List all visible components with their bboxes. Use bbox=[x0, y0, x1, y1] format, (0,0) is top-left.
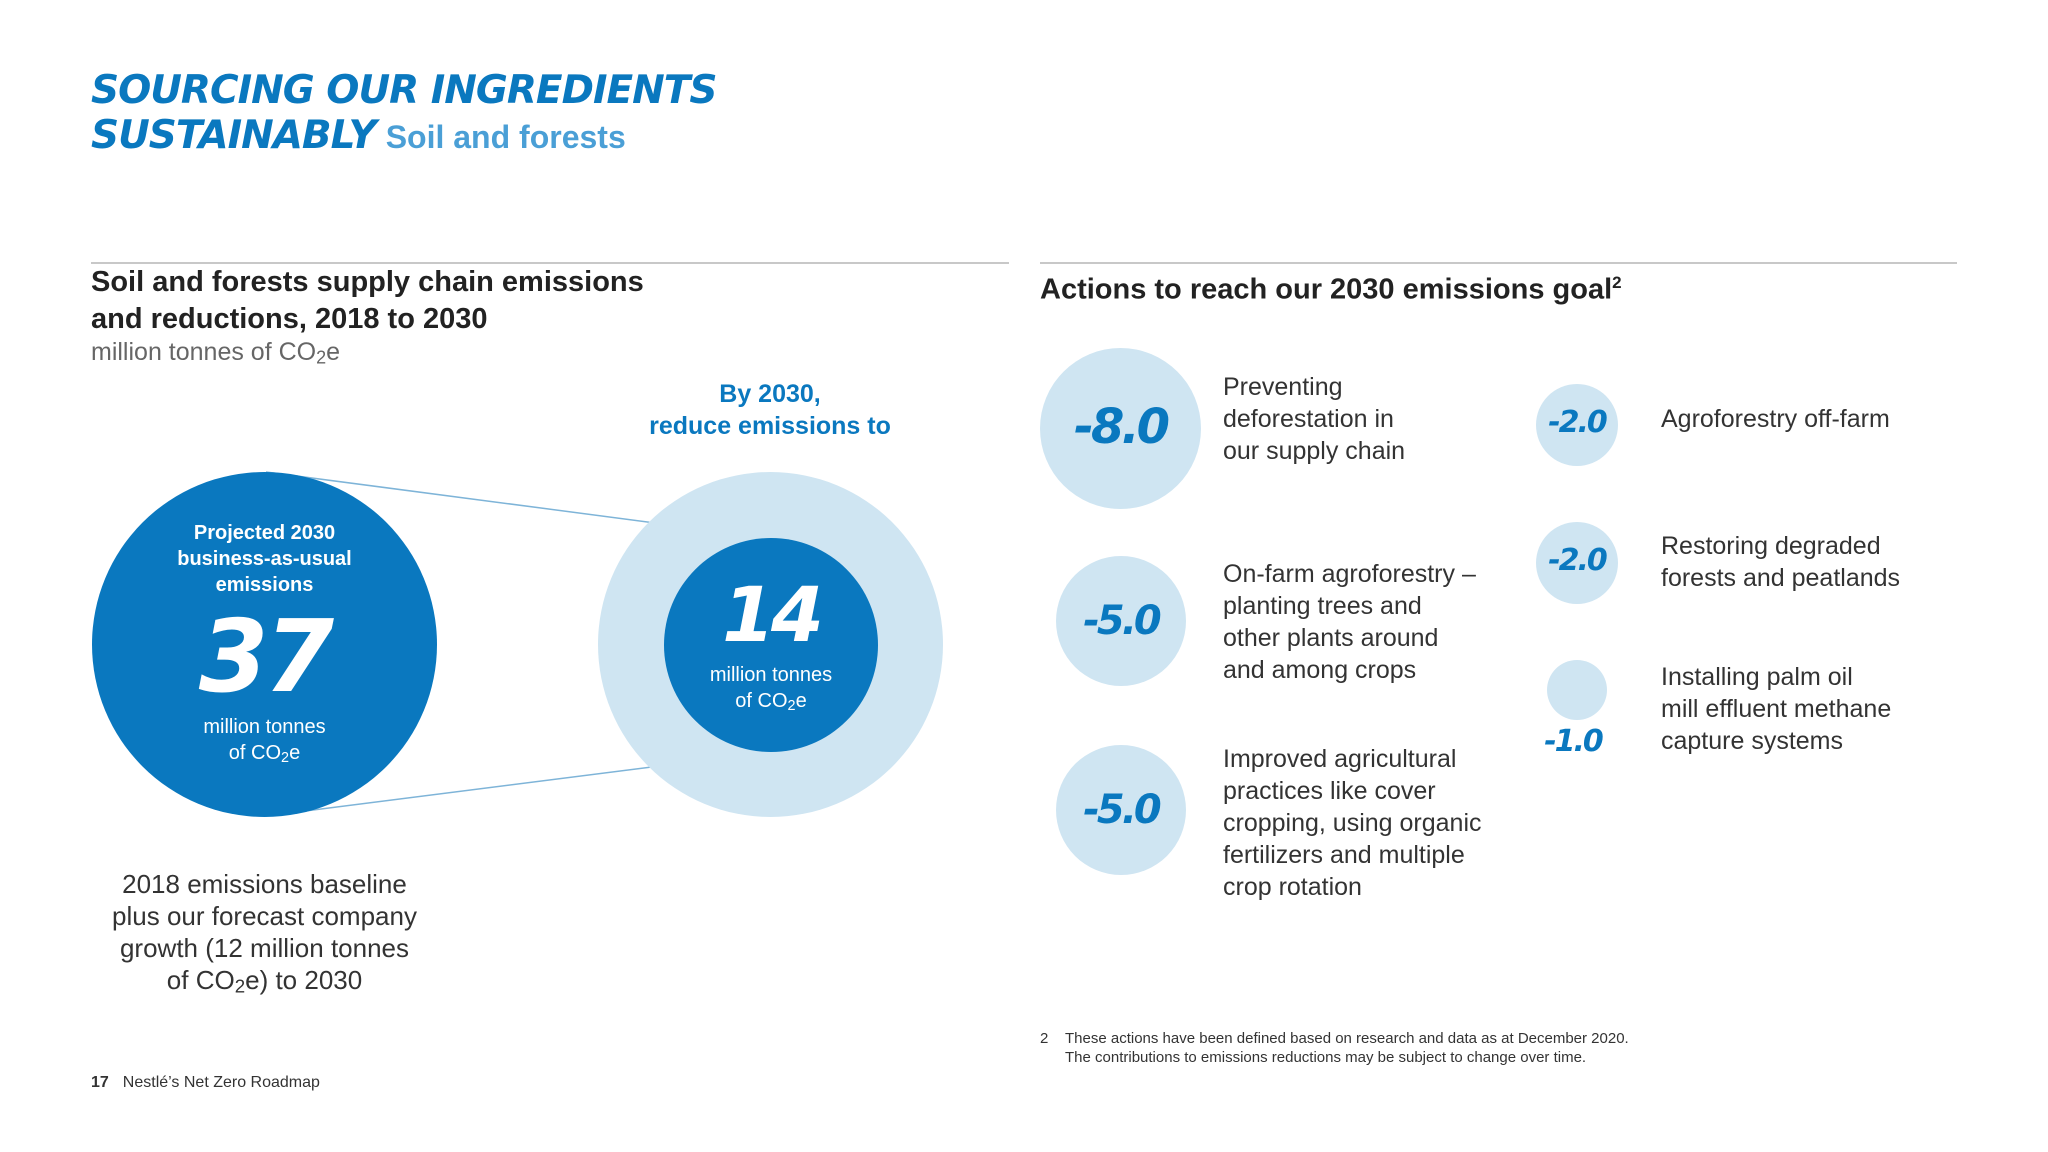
action-text-onfarm: On-farm agroforestry – planting trees and… bbox=[1223, 560, 1476, 684]
action-text-palmoil: Installing palm oil mill effluent methane… bbox=[1661, 663, 1892, 755]
action-value-agricultural: -5.0 bbox=[1083, 787, 1161, 833]
right-section-title: Actions to reach our 2030 emissions goal… bbox=[1040, 273, 1622, 306]
target-value: 14 bbox=[722, 570, 824, 659]
page-number: 17 bbox=[91, 1074, 109, 1091]
action-text-offfarm: Agroforestry off-farm bbox=[1661, 405, 1890, 433]
left-divider bbox=[91, 262, 1009, 264]
projected-label: Projected 2030 business-as-usual emissio… bbox=[177, 522, 352, 596]
action-circle-offfarm bbox=[1536, 384, 1618, 466]
header-title-line2: SUSTAINABLY Soil and forests bbox=[91, 113, 716, 160]
left-section-title: Soil and forests supply chain emissions … bbox=[91, 264, 644, 369]
action-circle-deforestation bbox=[1040, 348, 1201, 509]
target-emissions-circle bbox=[664, 538, 878, 752]
action-value-offfarm: -2.0 bbox=[1548, 405, 1608, 440]
projected-unit: million tonnes of CO2e bbox=[203, 716, 326, 766]
target-unit: million tonnes of CO2e bbox=[709, 664, 833, 714]
action-circle-agricultural bbox=[1056, 745, 1186, 875]
projected-value: 37 bbox=[198, 598, 334, 715]
action-value-deforestation: -8.0 bbox=[1074, 399, 1170, 455]
right-divider bbox=[1040, 262, 1957, 264]
header-title-line2-text: SUSTAINABLY bbox=[91, 113, 377, 158]
callout-line2: reduce emissions to bbox=[649, 412, 891, 440]
action-value-palmoil: -1.0 bbox=[1544, 724, 1604, 759]
footnote-line2: The contributions to emissions reduction… bbox=[1065, 1049, 1587, 1066]
action-circle-palmoil bbox=[1547, 660, 1607, 720]
left-title-line2: and reductions, 2018 to 2030 bbox=[91, 303, 488, 335]
footnote: 2 These actions have been defined based … bbox=[1040, 1029, 1629, 1066]
header-subtitle: Soil and forests bbox=[385, 119, 626, 155]
baseline-description: 2018 emissions baseline plus our forecas… bbox=[112, 869, 417, 997]
callout-line1: By 2030, bbox=[719, 380, 821, 408]
target-callout: By 2030, reduce emissions to bbox=[620, 378, 920, 442]
footnote-number: 2 bbox=[1040, 1030, 1049, 1047]
action-value-onfarm: -5.0 bbox=[1083, 598, 1161, 644]
action-value-restoring: -2.0 bbox=[1548, 543, 1608, 578]
action-circle-restoring bbox=[1536, 522, 1618, 604]
page-header: SOURCING OUR INGREDIENTS SUSTAINABLY Soil… bbox=[91, 68, 717, 160]
action-text-agricultural: Improved agricultural practices like cove… bbox=[1223, 745, 1482, 901]
projected-emissions-circle bbox=[92, 472, 437, 817]
action-text-restoring: Restoring degraded forests and peatlands bbox=[1661, 532, 1901, 592]
page-footer: 17 Nestlé’s Net Zero Roadmap bbox=[91, 1074, 320, 1092]
document-title: Nestlé’s Net Zero Roadmap bbox=[122, 1074, 320, 1091]
header-title-line1: SOURCING OUR INGREDIENTS bbox=[91, 68, 717, 113]
left-unit-label: million tonnes of CO2e bbox=[91, 338, 341, 368]
footnote-line1: These actions have been defined based on… bbox=[1065, 1030, 1629, 1047]
left-title-line1: Soil and forests supply chain emissions bbox=[91, 266, 644, 298]
action-circle-onfarm bbox=[1056, 556, 1186, 686]
action-text-deforestation: Preventing deforestation in our supply cha… bbox=[1223, 373, 1406, 465]
